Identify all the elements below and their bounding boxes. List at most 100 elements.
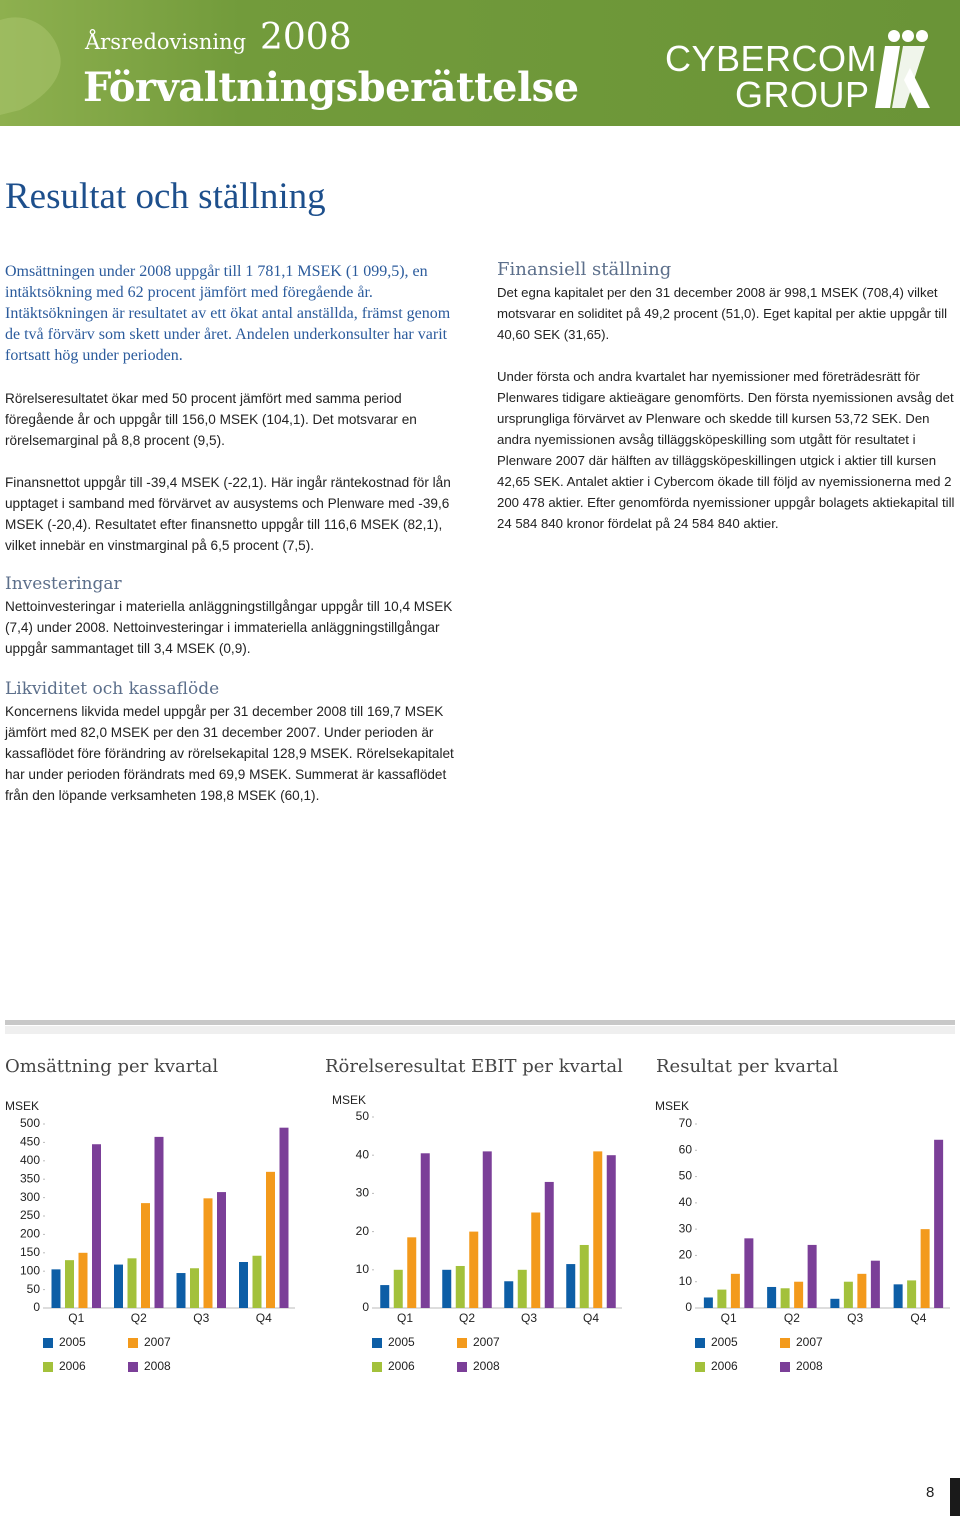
- x-tick-label: Q2: [459, 1311, 475, 1325]
- logo-text: CYBERCOM: [665, 38, 878, 79]
- y-tick-label: 0: [362, 1300, 369, 1314]
- y-axis-label: MSEK: [655, 1099, 689, 1113]
- x-tick-label: Q4: [583, 1311, 599, 1325]
- y-tick-label: 0: [685, 1300, 692, 1314]
- paragraph: Rörelseresultatet ökar med 50 procent jä…: [5, 391, 417, 448]
- x-tick-label: Q1: [721, 1311, 737, 1325]
- y-tick-label: 100: [20, 1263, 40, 1277]
- chart-title: Omsättning per kvartal: [5, 1056, 219, 1077]
- bar: [830, 1298, 840, 1308]
- legend-swatch: [780, 1338, 790, 1348]
- x-tick-label: Q4: [256, 1311, 272, 1325]
- bar: [442, 1269, 452, 1308]
- bar: [504, 1281, 514, 1308]
- section-title: Förvaltningsberättelse: [83, 64, 579, 111]
- report-year: 2008: [260, 17, 352, 58]
- bar: [127, 1258, 137, 1308]
- y-tick-label: 500: [20, 1116, 40, 1130]
- paragraph: Under första och andra kvartalet har nye…: [497, 369, 955, 531]
- y-tick-label: 200: [20, 1227, 40, 1241]
- legend-swatch: [372, 1338, 382, 1348]
- bar: [78, 1252, 88, 1308]
- bar: [767, 1286, 777, 1308]
- bar: [92, 1144, 101, 1308]
- bar: [579, 1244, 589, 1308]
- legend-swatch: [372, 1362, 382, 1372]
- legend-swatch: [457, 1362, 467, 1372]
- legend-label: 2008: [144, 1359, 171, 1373]
- bar: [744, 1238, 754, 1308]
- report-label: Årsredovisning: [85, 30, 247, 54]
- y-tick-label: 10: [679, 1274, 693, 1288]
- bar: [934, 1139, 944, 1308]
- y-tick-label: 10: [356, 1262, 370, 1276]
- section-heading: Likviditet och kassaflöde: [5, 679, 220, 699]
- header-banner: [0, 0, 960, 126]
- bar: [730, 1273, 740, 1308]
- x-tick-label: Q4: [910, 1311, 926, 1325]
- legend-label: 2007: [144, 1335, 171, 1349]
- bar: [843, 1281, 853, 1308]
- bar: [870, 1260, 880, 1308]
- bar: [279, 1127, 289, 1308]
- bar: [455, 1265, 465, 1308]
- bar: [51, 1269, 61, 1308]
- bar: [203, 1198, 213, 1308]
- bar: [780, 1288, 790, 1308]
- x-tick-label: Q1: [68, 1311, 84, 1325]
- y-tick-label: 50: [27, 1282, 41, 1296]
- legend-label: 2005: [711, 1335, 738, 1349]
- y-tick-label: 20: [679, 1248, 693, 1262]
- legend-label: 2008: [796, 1359, 823, 1373]
- bar: [239, 1262, 248, 1308]
- bar: [154, 1136, 164, 1308]
- map-decoration: [0, 17, 61, 116]
- x-tick-label: Q3: [847, 1311, 863, 1325]
- legend-swatch: [457, 1338, 467, 1348]
- legend-swatch: [695, 1338, 705, 1348]
- legend-label: 2005: [59, 1335, 86, 1349]
- y-axis-label: MSEK: [5, 1099, 39, 1113]
- bar: [176, 1273, 186, 1308]
- y-tick-label: 350: [20, 1171, 40, 1185]
- bar: [517, 1269, 527, 1308]
- y-tick-label: 300: [20, 1190, 40, 1204]
- legend-swatch: [695, 1362, 705, 1372]
- paragraph: Det egna kapitalet per den 31 december 2…: [497, 285, 948, 342]
- x-tick-label: Q3: [193, 1311, 209, 1325]
- paragraph: Koncernens likvida medel uppgår per 31 d…: [5, 704, 454, 803]
- y-tick-label: 70: [679, 1116, 693, 1130]
- bar: [807, 1244, 817, 1308]
- y-tick-label: 30: [679, 1221, 693, 1235]
- bar: [920, 1229, 930, 1308]
- logo-text: GROUP: [735, 74, 870, 115]
- legend-label: 2007: [796, 1335, 823, 1349]
- bar: [252, 1255, 262, 1308]
- legend-swatch: [128, 1338, 138, 1348]
- x-tick-label: Q2: [784, 1311, 800, 1325]
- bar: [141, 1203, 150, 1308]
- legend-label: 2007: [473, 1335, 500, 1349]
- chart-title: Resultat per kvartal: [656, 1056, 839, 1077]
- page-number: 8: [926, 1484, 935, 1501]
- bar: [566, 1264, 576, 1308]
- page-title: Resultat och ställning: [5, 176, 326, 217]
- bar: [217, 1192, 226, 1308]
- y-tick-label: 450: [20, 1135, 40, 1149]
- bar: [531, 1212, 541, 1308]
- bar: [65, 1260, 74, 1308]
- y-tick-label: 60: [679, 1142, 693, 1156]
- bar: [703, 1297, 713, 1308]
- y-tick-label: 0: [33, 1300, 40, 1314]
- legend-label: 2005: [388, 1335, 415, 1349]
- legend-label: 2006: [388, 1359, 415, 1373]
- bar: [482, 1151, 492, 1308]
- y-tick-label: 150: [20, 1245, 40, 1259]
- paragraph: Nettoinvesteringar i materiella anläggni…: [5, 599, 453, 656]
- paragraph: Finansnettot uppgår till -39,4 MSEK (-22…: [5, 475, 451, 553]
- bar: [794, 1281, 804, 1308]
- bar: [380, 1285, 390, 1308]
- section-heading: Finansiell ställning: [497, 259, 672, 280]
